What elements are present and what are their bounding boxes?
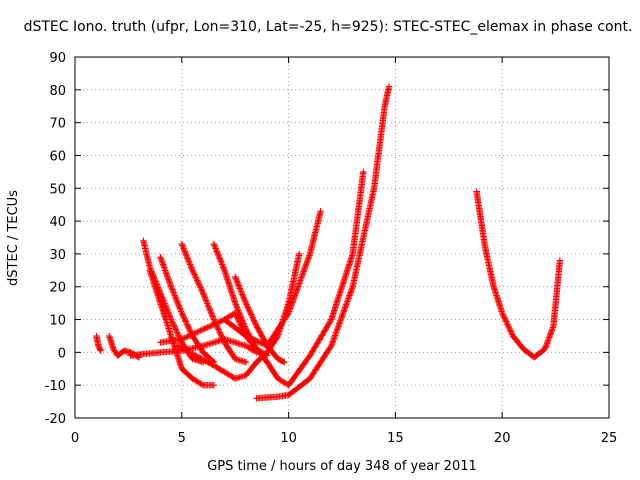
- x-tick-label: 20: [494, 431, 511, 446]
- data-point-markers: [253, 83, 393, 402]
- series-arc1: [93, 332, 104, 354]
- series-arc6: [157, 254, 217, 366]
- x-tick-label: 25: [601, 431, 618, 446]
- axis-ticks: 0 5 10 15 20 25 -20 -10 0 10 20 30 40 50 60 70 80 90: [45, 51, 618, 446]
- data-point-markers: [157, 208, 324, 349]
- data-point-markers: [178, 240, 250, 366]
- y-tick-label: 0: [58, 346, 66, 361]
- x-tick-label: 10: [280, 431, 297, 446]
- data-point-markers: [157, 254, 217, 366]
- y-axis-label: dSTEC / TECUs: [6, 190, 21, 286]
- series-arc12: [221, 168, 367, 389]
- y-tick-label: -20: [45, 412, 66, 427]
- y-tick-label: 90: [49, 51, 66, 66]
- y-tick-label: 70: [49, 117, 66, 132]
- data-point-markers: [146, 267, 217, 389]
- y-tick-label: 30: [49, 248, 66, 263]
- series-arc11: [157, 208, 324, 349]
- x-tick-label: 5: [178, 431, 186, 446]
- y-tick-label: 50: [49, 182, 66, 197]
- data-point-markers: [221, 168, 367, 389]
- data-point-markers: [93, 332, 104, 354]
- chart-title: dSTEC Iono. truth (ufpr, Lon=310, Lat=-2…: [24, 19, 633, 35]
- y-tick-label: 40: [49, 215, 66, 230]
- x-axis-label: GPS time / hours of day 348 of year 2011: [207, 459, 477, 474]
- y-tick-label: 60: [49, 149, 66, 164]
- y-tick-label: 80: [49, 84, 66, 99]
- y-tick-label: 20: [49, 281, 66, 296]
- series-arc7: [178, 240, 250, 366]
- plot-frame: [74, 56, 610, 419]
- y-tick-label: -10: [45, 379, 66, 394]
- series-arc14: [473, 188, 564, 361]
- x-tick-label: 15: [387, 431, 404, 446]
- series-arc5: [146, 267, 217, 389]
- y-tick-label: 10: [49, 314, 66, 329]
- x-tick-label: 0: [71, 431, 79, 446]
- series-arc13: [253, 83, 393, 402]
- data-point-markers: [473, 188, 564, 361]
- data-series: [93, 83, 564, 402]
